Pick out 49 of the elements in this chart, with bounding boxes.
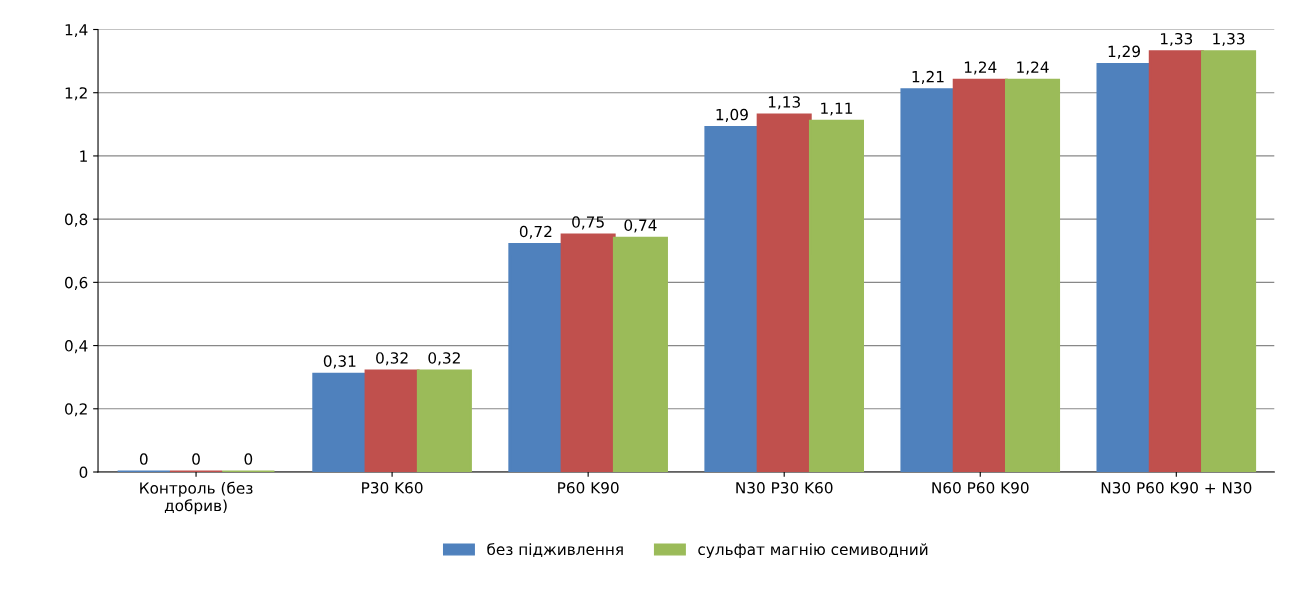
bar [1201, 50, 1257, 472]
x-tick-label: P60 K90 [558, 481, 619, 494]
data-label: 0,72 [519, 225, 552, 239]
bar [508, 243, 564, 472]
data-label: 0,32 [376, 352, 408, 366]
data-label: 0,74 [624, 219, 657, 233]
y-tick-label: 1,4 [65, 24, 88, 38]
bar [1005, 78, 1061, 472]
y-tick-label: 0,8 [65, 213, 88, 227]
data-label: 1,09 [716, 108, 748, 122]
bar [1148, 50, 1204, 472]
x-tick-label: N30 P30 K60 [736, 481, 833, 494]
data-label: 1,33 [1160, 32, 1193, 47]
bar [1096, 62, 1152, 472]
x-tick-label: P30 K60 [362, 481, 423, 494]
data-label: 0 [139, 453, 148, 465]
bar [704, 126, 760, 472]
bar [416, 369, 472, 472]
data-label: 1,11 [821, 102, 853, 116]
bar [560, 233, 616, 472]
data-label: 0,75 [572, 216, 604, 230]
bar [808, 119, 865, 472]
y-tick-label: 0 [79, 466, 88, 479]
bar [756, 113, 812, 472]
data-label: 1,24 [964, 61, 997, 75]
y-tick-label: 1 [80, 150, 87, 162]
y-tick-label: 0,2 [65, 403, 87, 417]
y-tick-label: 1,2 [65, 87, 87, 101]
data-label: 0 [192, 453, 200, 465]
y-tick-label: 0,4 [65, 340, 88, 354]
legend-label: без підживлення [487, 543, 623, 557]
x-tick-label: N30 P60 K90 + N30 [1101, 481, 1252, 494]
bar [612, 236, 668, 472]
data-label: 1,33 [1213, 32, 1245, 47]
bar [900, 88, 956, 472]
x-tick-label: N60 P60 K90 [932, 481, 1029, 494]
bar [952, 78, 1008, 472]
data-label: 0,31 [323, 355, 356, 369]
data-label: 0,32 [428, 352, 460, 366]
data-label: 0 [244, 453, 253, 465]
data-label: 1,13 [768, 96, 800, 110]
y-tick-label: 0,6 [65, 276, 88, 290]
bar [364, 369, 420, 472]
data-label: 1,24 [1017, 61, 1049, 75]
data-label: 1,21 [912, 70, 944, 84]
data-label: 1,29 [1108, 45, 1140, 59]
x-tick-label: Контроль (без добрив) [140, 481, 253, 515]
bar [312, 372, 368, 472]
legend-label: сульфат магнію семиводний [698, 543, 928, 559]
